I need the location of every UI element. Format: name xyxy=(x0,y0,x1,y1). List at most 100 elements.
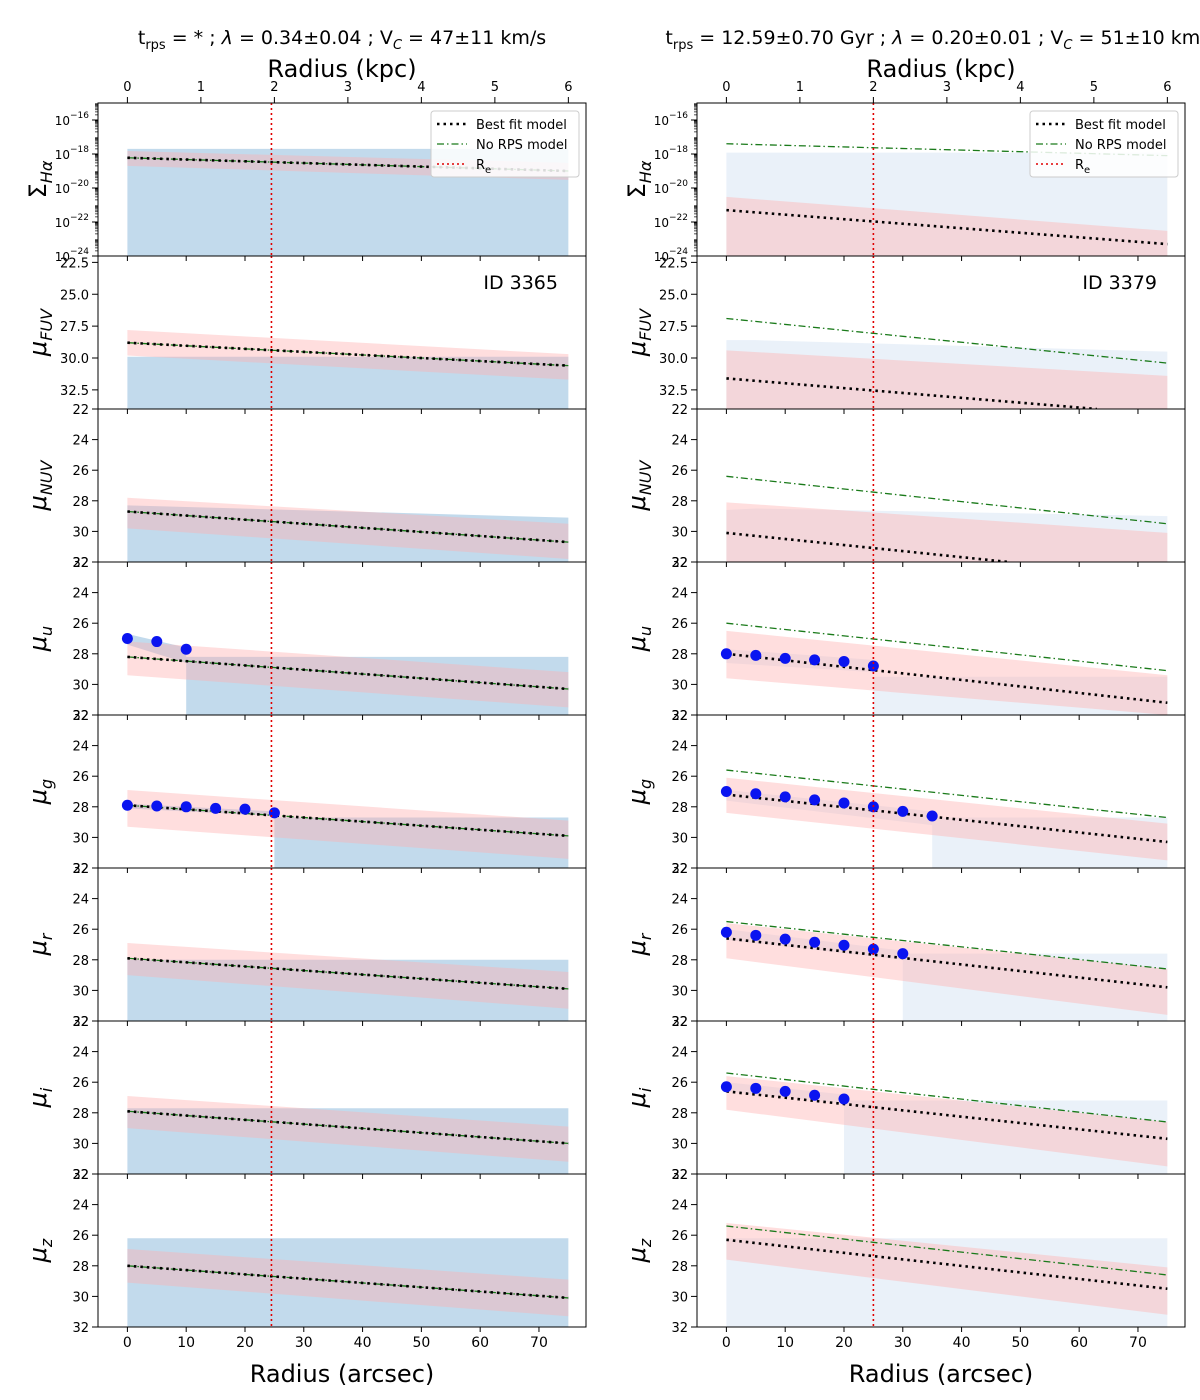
x-tick-label: 40 xyxy=(354,1335,372,1351)
y-tick-label: 24 xyxy=(671,434,688,449)
y-tick-label: 28 xyxy=(72,495,89,510)
panel-u: 22 24 26 28 30 32 μu xyxy=(623,556,1186,724)
legend-box xyxy=(430,110,580,178)
panel-halpha: 10−24 10−22 10−20 10−18 10−16 ΣHα Best fit mod… xyxy=(623,102,1186,264)
y-tick-label: 26 xyxy=(671,1076,688,1091)
chart-title: trps = 12.59±0.70 Gyr ; λ = 0.20±0.01 ; … xyxy=(665,27,1200,53)
y-tick-label: 24 xyxy=(671,1199,688,1214)
panel-plot-area xyxy=(121,789,569,868)
y-tick-label: 30 xyxy=(72,525,89,540)
y-tick-label: 26 xyxy=(72,1229,89,1244)
y-tick-label: 10−22 xyxy=(55,213,89,230)
y-tick-label: 10−22 xyxy=(654,213,688,230)
model-uncertainty-band xyxy=(726,1222,1168,1315)
y-tick-label: 32 xyxy=(671,709,688,724)
x-tick-label: 0 xyxy=(722,1335,731,1351)
best-fit-model-line xyxy=(726,793,1168,844)
kpc-tick-label: 2 xyxy=(270,80,278,95)
y-tick-label: 30 xyxy=(671,1290,688,1305)
data-point xyxy=(750,649,762,661)
y-tick-label: 26 xyxy=(671,617,688,632)
observation-band xyxy=(127,959,569,1021)
legend-best-fit-label: Best fit model xyxy=(1075,118,1166,133)
kpc-tick-label: 1 xyxy=(197,80,205,95)
x-tick-label: 70 xyxy=(530,1335,548,1351)
y-axis-label: ΣHα xyxy=(623,160,655,198)
observation-band xyxy=(726,508,1168,562)
model-uncertainty-band xyxy=(127,497,569,559)
x-tick-label: 0 xyxy=(123,1335,132,1351)
y-tick-label: 32.5 xyxy=(659,384,688,399)
y-tick-label: 22 xyxy=(72,862,89,877)
y-tick-label: 10−24 xyxy=(654,247,689,264)
no-rps-model-line xyxy=(726,475,1168,525)
y-tick-label: 28 xyxy=(671,1260,688,1275)
y-tick-label: 24 xyxy=(72,1046,89,1061)
y-tick-label: 24 xyxy=(72,893,89,908)
y-tick-label: 22 xyxy=(671,862,688,877)
x-tick-label: 40 xyxy=(953,1335,971,1351)
panel-plot-area xyxy=(720,622,1168,715)
y-tick-label: 32 xyxy=(72,1015,89,1030)
panel-plot-area xyxy=(720,920,1168,1021)
panel-fuv: 22.5 25.0 27.5 30.0 32.5 μFUV ID 3365 xyxy=(24,255,587,414)
y-axis-label: μg xyxy=(24,779,56,805)
panel-u: 22 24 26 28 30 32 μu xyxy=(24,556,587,724)
data-point xyxy=(151,800,163,812)
y-axis-label: μi xyxy=(623,1087,655,1108)
y-tick-label: 26 xyxy=(72,923,89,938)
data-point xyxy=(809,936,821,948)
y-tick-label: 26 xyxy=(671,1229,688,1244)
y-tick-label: 28 xyxy=(72,801,89,816)
y-axis-label: μr xyxy=(24,932,56,956)
panel-plot-area xyxy=(720,769,1168,868)
data-point xyxy=(926,810,938,822)
observation-band xyxy=(726,929,1168,1021)
x-tick-label: 70 xyxy=(1129,1335,1147,1351)
data-point xyxy=(838,797,850,809)
y-tick-label: 22 xyxy=(671,1015,688,1030)
y-tick-label: 25.0 xyxy=(659,288,688,303)
panel-plot-area xyxy=(726,317,1168,409)
y-axis-label: μNUV xyxy=(24,459,56,511)
data-point xyxy=(239,803,251,815)
best-fit-model-line xyxy=(726,1238,1168,1291)
kpc-tick-label: 1 xyxy=(796,80,804,95)
y-tick-label: 24 xyxy=(671,1046,688,1061)
data-point xyxy=(750,929,762,941)
kpc-tick-label: 5 xyxy=(491,80,499,95)
y-tick-label: 32 xyxy=(671,862,688,877)
y-tick-label: 28 xyxy=(72,648,89,663)
y-tick-label: 28 xyxy=(671,648,688,663)
data-point xyxy=(121,633,133,644)
y-tick-label: 30.0 xyxy=(659,352,688,367)
y-tick-label: 10−20 xyxy=(55,179,90,196)
y-tick-label: 26 xyxy=(671,923,688,938)
no-rps-model-line xyxy=(726,1225,1168,1276)
no-rps-model-line xyxy=(726,920,1168,970)
chart-column-1: trps = * ; λ = 0.34±0.04 ; VC = 47±11 km… xyxy=(24,27,587,1388)
y-axis-label: μz xyxy=(24,1238,56,1263)
y-tick-label: 22 xyxy=(72,1015,89,1030)
data-point xyxy=(750,1082,762,1094)
chart-column-2: trps = 12.59±0.70 Gyr ; λ = 0.20±0.01 ; … xyxy=(623,27,1200,1388)
best-fit-model-line xyxy=(127,156,569,173)
top-axis-label: Radius (kpc) xyxy=(267,55,416,83)
panel-plot-area xyxy=(127,329,569,409)
panel-plot-area xyxy=(726,143,1168,256)
panel-plot-area xyxy=(127,1095,569,1174)
x-tick-label: 10 xyxy=(776,1335,794,1351)
y-axis-label: μr xyxy=(623,932,655,956)
panel-i: 22 24 26 28 30 32 μi xyxy=(623,1015,1186,1183)
kpc-tick-label: 6 xyxy=(1163,80,1171,95)
no-rps-model-line xyxy=(726,1072,1168,1123)
y-tick-label: 28 xyxy=(72,954,89,969)
y-tick-label: 26 xyxy=(72,617,89,632)
y-tick-label: 26 xyxy=(72,1076,89,1091)
y-tick-label: 32 xyxy=(72,709,89,724)
y-axis-label: μFUV xyxy=(24,308,56,357)
best-fit-model-line xyxy=(127,655,569,691)
legend-re-label: Re xyxy=(476,158,491,176)
x-tick-label: 60 xyxy=(471,1335,489,1351)
y-tick-label: 10−18 xyxy=(55,145,90,162)
